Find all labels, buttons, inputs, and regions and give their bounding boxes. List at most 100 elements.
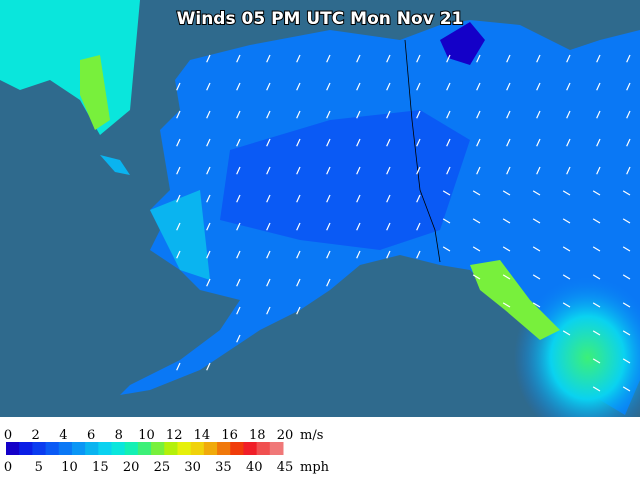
wind-arrow: [236, 138, 241, 147]
color-swatch: [269, 442, 284, 455]
ms-tick-label: 12: [166, 428, 183, 443]
color-swatch: [19, 442, 33, 455]
wind-arrow: [386, 194, 391, 203]
mph-tick-label: 5: [35, 460, 43, 475]
mph-unit: mph: [300, 460, 330, 475]
wind-arrow: [386, 222, 391, 231]
wind-arrow: [446, 110, 451, 119]
wind-arrow: [386, 82, 391, 91]
wind-arrow: [472, 218, 481, 224]
wind-arrow: [326, 278, 331, 287]
wind-arrow: [562, 330, 571, 336]
wind-arrow: [326, 222, 331, 231]
wind-arrow: [356, 54, 361, 63]
wind-arrow: [446, 54, 451, 63]
wind-arrow: [626, 166, 631, 175]
wind-arrow: [532, 190, 541, 196]
wind-arrow: [386, 138, 391, 147]
wind-arrow: [536, 82, 541, 91]
wind-arrow: [266, 110, 271, 119]
wind-arrow: [446, 138, 451, 147]
wind-arrow: [416, 250, 421, 259]
ms-tick-label: 18: [249, 428, 266, 443]
wind-arrow: [502, 246, 511, 252]
wind-arrow: [476, 166, 481, 175]
wind-arrow: [592, 330, 601, 336]
wind-arrow: [266, 222, 271, 231]
wind-arrow: [622, 302, 631, 308]
ms-tick-label: 20: [277, 428, 294, 443]
chukotka-wind-area: [80, 55, 110, 130]
wind-arrow: [592, 246, 601, 252]
wind-arrow: [416, 54, 421, 63]
wind-arrow: [236, 110, 241, 119]
wind-arrow: [472, 246, 481, 252]
wind-arrow: [622, 218, 631, 224]
mph-tick-label: 30: [184, 460, 201, 475]
ms-tick-label: 0: [4, 428, 12, 443]
color-swatch: [256, 442, 271, 455]
wind-arrow: [296, 306, 301, 315]
wind-arrow: [296, 278, 301, 287]
wind-arrow: [296, 82, 301, 91]
wind-arrow: [356, 250, 361, 259]
mph-tick-label: 20: [123, 460, 140, 475]
ms-tick-label: 6: [87, 428, 95, 443]
color-swatch: [6, 442, 20, 455]
wind-arrow: [622, 358, 631, 364]
wind-arrow: [536, 54, 541, 63]
wind-arrow: [176, 138, 181, 147]
color-swatch: [151, 442, 165, 455]
wind-arrow: [296, 194, 301, 203]
wind-arrow: [566, 110, 571, 119]
wind-arrow: [326, 138, 331, 147]
wind-arrow: [416, 166, 421, 175]
wind-arrow: [326, 166, 331, 175]
wind-arrow: [266, 54, 271, 63]
color-swatch: [177, 442, 192, 455]
wind-arrow: [502, 218, 511, 224]
wind-arrow: [562, 302, 571, 308]
wind-arrow: [266, 194, 271, 203]
wind-arrow: [592, 218, 601, 224]
wind-arrow: [356, 194, 361, 203]
wind-arrow: [536, 166, 541, 175]
wind-arrow: [536, 138, 541, 147]
wind-arrow: [326, 110, 331, 119]
color-swatch: [203, 442, 218, 455]
color-swatch: [137, 442, 152, 455]
wind-arrow: [506, 166, 511, 175]
wind-arrow: [296, 54, 301, 63]
wind-arrow: [626, 54, 631, 63]
wind-arrow: [442, 190, 451, 196]
wind-arrow: [416, 138, 421, 147]
wind-arrow: [206, 222, 211, 231]
color-swatch: [45, 442, 60, 455]
wind-arrow: [592, 274, 601, 280]
calm-area: [220, 110, 470, 250]
mph-tick-label: 35: [215, 460, 232, 475]
wind-arrow: [206, 250, 211, 259]
wind-arrow: [596, 82, 601, 91]
ms-tick-label: 2: [32, 428, 40, 443]
wind-arrow: [236, 278, 241, 287]
wind-arrow: [206, 278, 211, 287]
wind-arrow: [236, 166, 241, 175]
wind-arrow: [386, 250, 391, 259]
color-swatch: [85, 442, 99, 455]
wind-arrow: [236, 194, 241, 203]
wind-arrow: [206, 166, 211, 175]
wind-area: [150, 190, 210, 280]
wind-arrow: [236, 334, 241, 343]
wind-arrow: [566, 82, 571, 91]
wind-arrow: [176, 194, 181, 203]
map-title: Winds 05 PM UTC Mon Nov 21: [177, 9, 464, 29]
wind-arrow: [562, 274, 571, 280]
mph-tick-label: 40: [246, 460, 263, 475]
wind-arrow: [206, 110, 211, 119]
wind-arrow: [446, 82, 451, 91]
wind-arrow: [476, 138, 481, 147]
wind-arrow: [592, 358, 601, 364]
wind-arrow: [326, 250, 331, 259]
